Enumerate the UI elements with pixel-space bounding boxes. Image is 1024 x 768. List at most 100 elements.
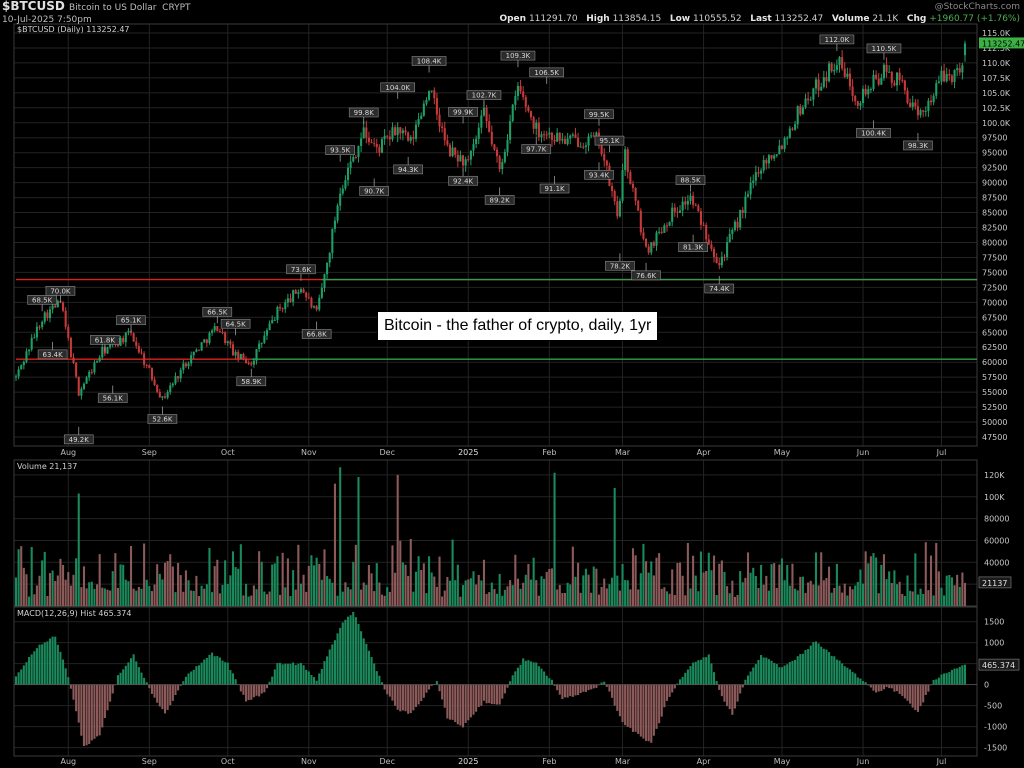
- volume-y-tick-label: 100K: [984, 493, 1005, 502]
- macd-bar: [428, 684, 431, 690]
- volume-bar: [841, 592, 844, 606]
- macd-bar: [430, 684, 433, 686]
- macd-histogram-series: [14, 611, 967, 747]
- volume-bar: [780, 558, 784, 606]
- candle-body: [247, 362, 250, 364]
- volume-bar: [788, 585, 791, 606]
- macd-bar: [417, 684, 420, 705]
- macd-bar: [124, 665, 127, 685]
- candle-body: [501, 162, 504, 170]
- candle-body: [106, 347, 109, 354]
- volume-bar: [67, 572, 70, 606]
- macd-bar: [245, 684, 248, 702]
- candle-body: [702, 224, 705, 226]
- macd-bar: [56, 644, 59, 685]
- macd-bar: [914, 684, 917, 711]
- x-tick-label-bottom: Jul: [936, 757, 947, 766]
- volume-bar: [310, 555, 313, 606]
- candle-body: [937, 81, 940, 84]
- macd-bar: [519, 664, 522, 685]
- pivot-label: 110.5K: [872, 45, 897, 53]
- volume-bar: [888, 571, 891, 606]
- volume-bar: [33, 594, 36, 606]
- candle-body: [116, 344, 120, 346]
- candle-body: [812, 88, 815, 100]
- pivot-label-box: [594, 135, 625, 146]
- macd-bar: [171, 684, 174, 701]
- volume-bar: [579, 592, 582, 606]
- macd-bar: [726, 684, 729, 707]
- macd-bar: [796, 656, 799, 685]
- macd-bar: [399, 684, 402, 712]
- candle-body: [433, 90, 436, 99]
- volume-bar: [746, 552, 750, 606]
- pivot-label-box: [220, 318, 251, 329]
- grid-lines: [14, 24, 977, 756]
- candle-body: [239, 354, 242, 359]
- volume-bar: [851, 589, 854, 606]
- candle-body: [820, 86, 823, 91]
- candle-body: [629, 172, 632, 184]
- volume-bar: [875, 557, 878, 606]
- candle-body: [919, 110, 922, 116]
- volume-bar: [812, 584, 815, 606]
- x-tick-label-bottom: Oct: [221, 757, 235, 766]
- macd-bar: [69, 684, 72, 689]
- volume-bar: [611, 577, 614, 606]
- candle-body: [362, 127, 365, 139]
- macd-bar: [885, 684, 888, 688]
- volume-bar: [537, 595, 540, 606]
- macd-bar: [692, 662, 695, 685]
- macd-bar: [20, 669, 23, 685]
- volume-bar: [731, 580, 734, 606]
- volume-bar: [558, 584, 561, 606]
- candle-body: [880, 77, 883, 85]
- volume-bar: [592, 566, 595, 606]
- volume-bar: [843, 583, 846, 606]
- volume-bar: [156, 564, 159, 606]
- macd-y-tick-label: -500: [984, 702, 1002, 711]
- macd-bar: [148, 684, 151, 689]
- pivot-label-box: [116, 315, 146, 325]
- volume-bar: [773, 563, 776, 606]
- volume-bar: [401, 562, 404, 606]
- candle-body: [752, 180, 755, 183]
- volume-bar: [203, 588, 206, 606]
- candle-body: [503, 151, 506, 163]
- volume-bar: [265, 594, 269, 606]
- volume-bar: [893, 570, 896, 606]
- candle-body: [148, 365, 151, 369]
- price-panel-frame: [13, 23, 978, 447]
- volume-bar: [35, 585, 38, 606]
- volume-bar: [710, 570, 713, 606]
- volume-bar: [532, 557, 535, 606]
- candle-body: [943, 70, 946, 82]
- macd-bar: [46, 641, 49, 685]
- volume-bar: [762, 584, 765, 606]
- x-tick-label: Feb: [542, 448, 556, 457]
- candle-body: [864, 88, 867, 95]
- candle-body: [85, 377, 88, 384]
- candle-body: [890, 71, 893, 83]
- volume-bar: [914, 553, 917, 606]
- volume-bar: [231, 551, 235, 606]
- price-y-tick-label: 55000: [982, 388, 1007, 397]
- candle-body: [579, 146, 582, 148]
- candle-body: [441, 126, 444, 128]
- candle-body: [352, 157, 355, 162]
- candle-body: [916, 106, 919, 116]
- macd-bar: [595, 684, 598, 688]
- macd-bar: [239, 684, 242, 692]
- volume-bar: [247, 596, 250, 606]
- candle-body: [370, 142, 373, 144]
- x-tick-label-bottom: Mar: [615, 757, 631, 766]
- volume-bar: [485, 593, 488, 606]
- candle-body: [705, 225, 708, 240]
- candle-body: [399, 127, 402, 134]
- candle-body: [482, 107, 486, 116]
- volume-bar: [817, 585, 820, 606]
- candle-body: [744, 196, 747, 213]
- volume-bar: [637, 589, 640, 606]
- macd-bar: [697, 660, 700, 685]
- volume-bar: [958, 586, 961, 606]
